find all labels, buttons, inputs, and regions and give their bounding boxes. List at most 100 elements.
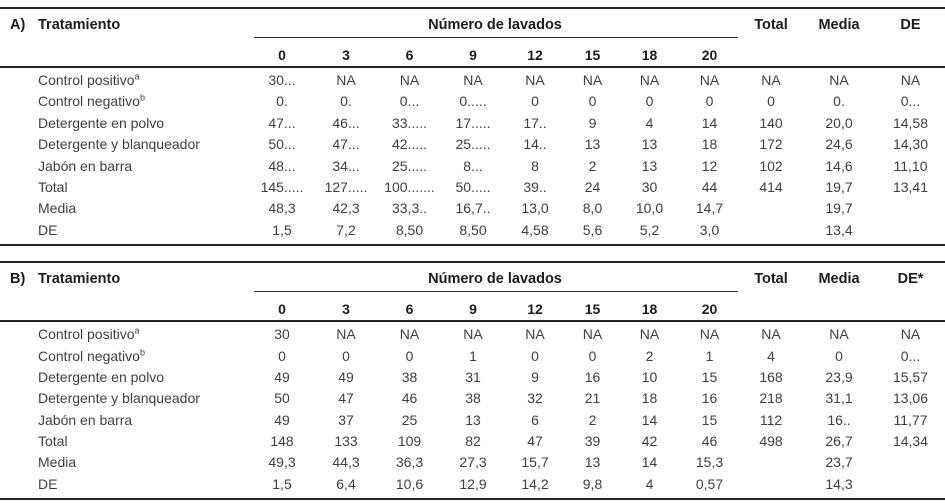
row-label: DE xyxy=(38,475,58,492)
table-a-letter: A) xyxy=(10,17,26,33)
value-cell: 32 xyxy=(527,390,543,407)
group-header-label: Número de lavados xyxy=(428,17,562,33)
value-cell xyxy=(876,220,945,241)
wash-column-header: 12 xyxy=(527,301,543,318)
value-cell: 50..... xyxy=(455,178,491,195)
wash-column-headers: 0 3 6 9 12 15 18 20 xyxy=(250,292,740,317)
total-header: Total xyxy=(754,271,788,288)
wash-column-header: 20 xyxy=(701,47,718,63)
treatment-header: Tratamiento xyxy=(38,271,121,288)
wash-group-header: Número de lavados 0 3 6 9 12 15 18 20 xyxy=(250,9,740,66)
group-header-underline xyxy=(254,37,738,38)
value-cell: 38 xyxy=(401,368,418,385)
wash-column-header: 18 xyxy=(641,47,658,63)
table-row: Media 49,3 44,3 36,3 27,3 15,7 13 14 15,3 23,7 xyxy=(0,452,945,473)
value-cell: 100....... xyxy=(384,178,435,195)
value-cell: 414 xyxy=(759,178,783,195)
value-cell: 498 xyxy=(759,433,783,450)
value-cell: 109 xyxy=(397,433,422,450)
wash-column-header: 6 xyxy=(405,47,414,63)
value-cell: 2 xyxy=(588,157,597,174)
wash-column-header: 20 xyxy=(701,301,718,318)
value-cell: 5,6 xyxy=(582,221,603,238)
value-cell: NA xyxy=(399,72,420,88)
value-cell: 10,0 xyxy=(635,200,664,217)
value-cell: 5,2 xyxy=(639,221,660,238)
value-cell: 21 xyxy=(584,390,601,407)
value-cell: NA xyxy=(699,72,720,88)
value-cell: 14.. xyxy=(523,136,547,153)
value-cell: 14,30 xyxy=(892,136,929,153)
value-cell: 13,06 xyxy=(892,390,929,407)
value-cell: 7,2 xyxy=(336,221,356,238)
wash-column-header: 0 xyxy=(278,47,286,63)
table-row: Control negativob 0. 0. 0... 0..... 0 0 0 0 0 0. 0.… xyxy=(0,91,945,112)
value-cell: 102 xyxy=(759,157,783,174)
value-cell: 26,7 xyxy=(825,433,853,450)
value-cell: 18 xyxy=(701,136,718,153)
value-cell: 8... xyxy=(463,157,483,174)
value-cell: 47... xyxy=(268,114,296,131)
table-row: Detergente y blanqueador 50 47 46 38 32 21 18 16… xyxy=(0,388,945,409)
value-cell: 0 xyxy=(835,347,843,364)
value-cell: 49 xyxy=(274,368,290,385)
row-label: Media xyxy=(38,200,77,217)
value-cell: 10 xyxy=(641,368,658,385)
value-cell: 12,9 xyxy=(459,475,487,492)
value-cell: 8,50 xyxy=(459,221,487,238)
value-cell: 14,7 xyxy=(695,200,724,217)
value-cell: 30... xyxy=(268,72,296,88)
value-cell: 6 xyxy=(531,411,539,428)
value-cell: 4 xyxy=(767,347,775,364)
value-cell: 16 xyxy=(584,368,601,385)
value-cell xyxy=(740,220,802,241)
value-cell: 33..... xyxy=(391,114,428,131)
value-cell: NA xyxy=(639,326,660,343)
value-cell: 18 xyxy=(641,390,658,407)
group-header-label: Número de lavados xyxy=(428,271,562,288)
footnote-marker: b xyxy=(139,92,145,103)
value-cell: 49,3 xyxy=(268,454,296,471)
value-cell: NA xyxy=(463,72,483,88)
table-row: Detergente en polvo 49 49 38 31 9 16 10 15 168 23,… xyxy=(0,367,945,388)
footnote-marker: a xyxy=(134,71,140,82)
value-cell: 25..... xyxy=(455,136,491,153)
value-cell: 42..... xyxy=(391,136,428,153)
wash-column-header: 6 xyxy=(405,301,414,318)
value-cell: 16,7.. xyxy=(455,200,491,217)
row-label: Control negativob xyxy=(38,346,145,364)
value-cell: NA xyxy=(829,72,849,88)
wash-column-header: 3 xyxy=(342,301,350,318)
value-cell: 3,0 xyxy=(699,221,720,238)
value-cell: 49 xyxy=(274,411,290,428)
value-cell: 47 xyxy=(338,390,354,407)
row-label: Media xyxy=(38,454,77,471)
table-row: Jabón en barra 48... 34... 25..... 8... 8 2 13 1… xyxy=(0,156,945,177)
value-cell: 19,7 xyxy=(825,200,853,217)
value-cell xyxy=(876,474,945,495)
value-cell: 1 xyxy=(705,347,714,364)
value-cell: 218 xyxy=(759,390,783,407)
value-cell: 15,57 xyxy=(892,368,929,385)
value-cell: 46 xyxy=(701,433,718,450)
value-cell: 9,8 xyxy=(582,475,603,492)
value-cell: 13 xyxy=(641,157,658,174)
value-cell: 11,10 xyxy=(893,157,928,174)
value-cell: 9 xyxy=(588,114,597,131)
media-header: Media xyxy=(818,271,860,288)
table-row: Detergente y blanqueador 50... 47... 42....… xyxy=(0,134,945,155)
value-cell: 16.. xyxy=(827,411,851,428)
table-row: Control positivoa 30 NA NA NA NA NA NA NA NA NA NA xyxy=(0,324,945,345)
value-cell: 19,7 xyxy=(825,178,853,195)
table-b-head-rule xyxy=(0,320,945,323)
row-label: Total xyxy=(38,178,68,195)
table-a-body: Control positivoa 30... NA NA NA NA NA NA NA NA NA… xyxy=(0,68,945,244)
value-cell: 0 xyxy=(531,93,539,110)
value-cell: 8,0 xyxy=(582,200,603,217)
value-cell: 0 xyxy=(588,93,597,110)
media-header: Media xyxy=(818,17,860,33)
value-cell: 12 xyxy=(701,157,718,174)
value-cell: 0 xyxy=(588,347,597,364)
value-cell: 0 xyxy=(645,93,654,110)
value-cell: 50... xyxy=(268,136,296,153)
